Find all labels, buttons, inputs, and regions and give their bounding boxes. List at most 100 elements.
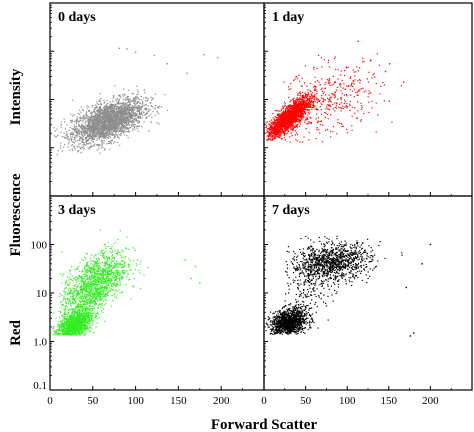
data-point (359, 79, 361, 82)
data-point (298, 121, 300, 124)
data-point (339, 107, 342, 109)
data-point (98, 107, 101, 109)
data-point (281, 126, 283, 128)
data-point (100, 108, 102, 110)
data-point (119, 121, 121, 123)
data-point (107, 120, 109, 122)
data-point (266, 129, 268, 131)
data-point (265, 122, 267, 124)
data-point (72, 133, 74, 135)
data-point (118, 108, 120, 110)
data-point (81, 146, 83, 148)
data-point (106, 115, 108, 117)
data-point (117, 131, 119, 133)
data-point (110, 126, 113, 128)
data-point (103, 117, 105, 119)
data-point (299, 112, 302, 114)
data-point (382, 81, 384, 84)
data-point (321, 104, 323, 106)
data-point (133, 126, 136, 128)
data-point (130, 98, 132, 100)
data-point (110, 131, 113, 133)
data-point (94, 131, 96, 133)
data-point (109, 116, 111, 118)
data-point (82, 124, 84, 126)
data-point (88, 133, 90, 136)
data-point (93, 138, 95, 140)
data-point (81, 123, 83, 125)
data-point (76, 139, 79, 142)
data-point (308, 98, 310, 100)
data-point (132, 125, 134, 127)
data-point (99, 111, 101, 113)
data-point (296, 115, 298, 118)
data-point (352, 69, 354, 71)
data-point (295, 132, 297, 134)
data-point (96, 119, 98, 121)
data-point (329, 130, 332, 132)
data-point (88, 110, 90, 113)
data-point (305, 108, 307, 111)
data-point (89, 130, 91, 132)
data-point (101, 145, 103, 147)
data-point (316, 92, 318, 95)
data-point (301, 108, 304, 110)
data-point (287, 109, 289, 111)
data-point (277, 136, 279, 138)
data-point (99, 103, 101, 105)
data-point (115, 123, 117, 126)
data-point (138, 107, 140, 109)
data-point (300, 99, 302, 101)
data-point (289, 123, 292, 125)
data-point (128, 130, 130, 132)
data-point (296, 112, 298, 114)
data-point (119, 122, 121, 124)
data-point (131, 100, 134, 102)
data-point (133, 101, 136, 103)
data-point (81, 130, 83, 132)
data-point (316, 107, 318, 109)
data-point (136, 110, 138, 113)
data-point (120, 121, 122, 123)
data-point (99, 108, 101, 110)
data-point (333, 97, 336, 99)
data-point (120, 110, 122, 112)
data-point (350, 85, 352, 87)
data-point (95, 131, 97, 134)
data-point (307, 89, 309, 91)
data-point (334, 110, 336, 112)
data-point (307, 117, 309, 119)
data-point (88, 116, 91, 119)
data-point (340, 97, 342, 99)
data-point (299, 123, 301, 125)
data-point (294, 103, 297, 105)
data-point (103, 113, 105, 115)
data-point (129, 114, 131, 116)
data-point (302, 94, 304, 96)
data-point (126, 128, 128, 130)
data-point (274, 124, 277, 126)
data-point (80, 132, 82, 134)
data-point (70, 121, 72, 123)
data-point (331, 92, 333, 95)
data-point (76, 133, 78, 135)
data-point (126, 124, 128, 126)
data-point (103, 131, 105, 133)
data-point (119, 107, 121, 109)
data-point (91, 127, 93, 130)
data-point (137, 125, 140, 127)
data-point (133, 118, 135, 120)
data-point (94, 115, 96, 117)
data-point (323, 99, 325, 101)
data-point (88, 135, 91, 137)
data-point (123, 93, 125, 95)
data-point (126, 127, 128, 129)
data-point (119, 113, 121, 116)
data-point (292, 110, 294, 112)
data-point (299, 103, 302, 105)
data-point (64, 136, 66, 139)
data-point (292, 124, 295, 126)
data-point (121, 112, 123, 114)
data-point (87, 106, 90, 108)
data-point (110, 107, 112, 109)
